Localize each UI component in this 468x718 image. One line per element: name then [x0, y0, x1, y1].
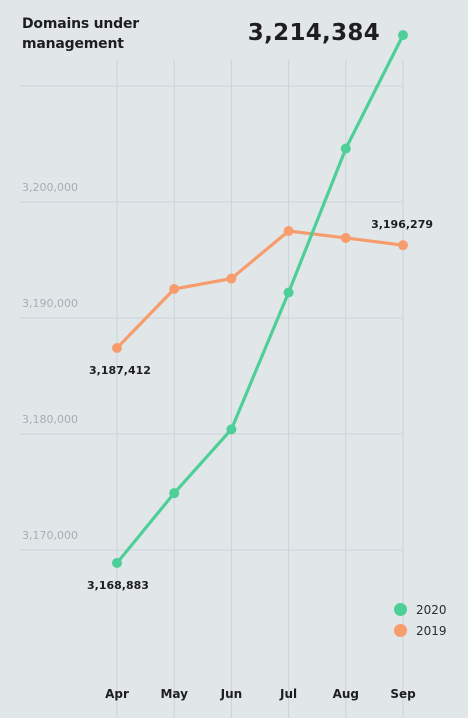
data-labels: 3,168,883 3,187,412 3,196,279 [87, 218, 433, 592]
data-label-2019-0: 3,187,412 [89, 364, 151, 377]
data-point-2020-Jul [283, 287, 294, 298]
data-label-2019-5: 3,196,279 [371, 218, 433, 231]
grid-lines [20, 60, 404, 718]
legend-item-2019: 2019 [394, 620, 447, 641]
legend-swatch-2019 [394, 624, 407, 637]
data-point-2019-May [169, 284, 180, 294]
x-tick-label: Apr [105, 687, 129, 701]
legend-label-2020: 2020 [416, 602, 447, 617]
x-tick-label: Aug [333, 687, 359, 701]
y-tick-label: 3,180,000 [22, 413, 78, 426]
y-axis-ticks: 3,170,000 3,180,000 3,190,000 3,200,000 [22, 181, 78, 542]
y-tick-label: 3,200,000 [22, 181, 78, 194]
y-tick-label: 3,190,000 [22, 297, 78, 310]
data-point-2019-Jul [283, 226, 294, 236]
data-point-2019-Jun [226, 273, 237, 284]
chart-title: Domains under management [22, 16, 140, 52]
data-point-2020-Jun [226, 424, 237, 435]
x-tick-label: Sep [390, 687, 416, 701]
series-line-2020 [115, 33, 405, 565]
legend-item-2020: 2020 [394, 599, 447, 620]
x-tick-label: Jul [279, 687, 297, 701]
series-lines [115, 33, 405, 565]
data-point-2020-May [169, 488, 180, 499]
data-point-2020-Apr [112, 557, 122, 568]
series-points [112, 30, 408, 568]
legend-label-2019: 2019 [416, 623, 447, 638]
x-axis-ticks: Apr May Jun Jul Aug Sep [105, 687, 416, 701]
headline-value: 3,214,384 [247, 20, 380, 46]
series-line-2019 [115, 229, 405, 350]
data-label-2020-0: 3,168,883 [87, 579, 149, 592]
x-tick-label: May [160, 687, 188, 701]
data-point-2019-Aug [340, 232, 351, 243]
x-tick-label: Jun [220, 687, 243, 701]
data-point-2020-Sep [398, 30, 408, 41]
legend-swatch-2020 [394, 603, 407, 616]
data-point-2019-Apr [112, 343, 122, 354]
y-tick-label: 3,170,000 [22, 529, 78, 542]
data-point-2019-Sep [398, 240, 408, 251]
legend: 2020 2019 [394, 599, 447, 641]
data-point-2020-Aug [340, 143, 351, 154]
